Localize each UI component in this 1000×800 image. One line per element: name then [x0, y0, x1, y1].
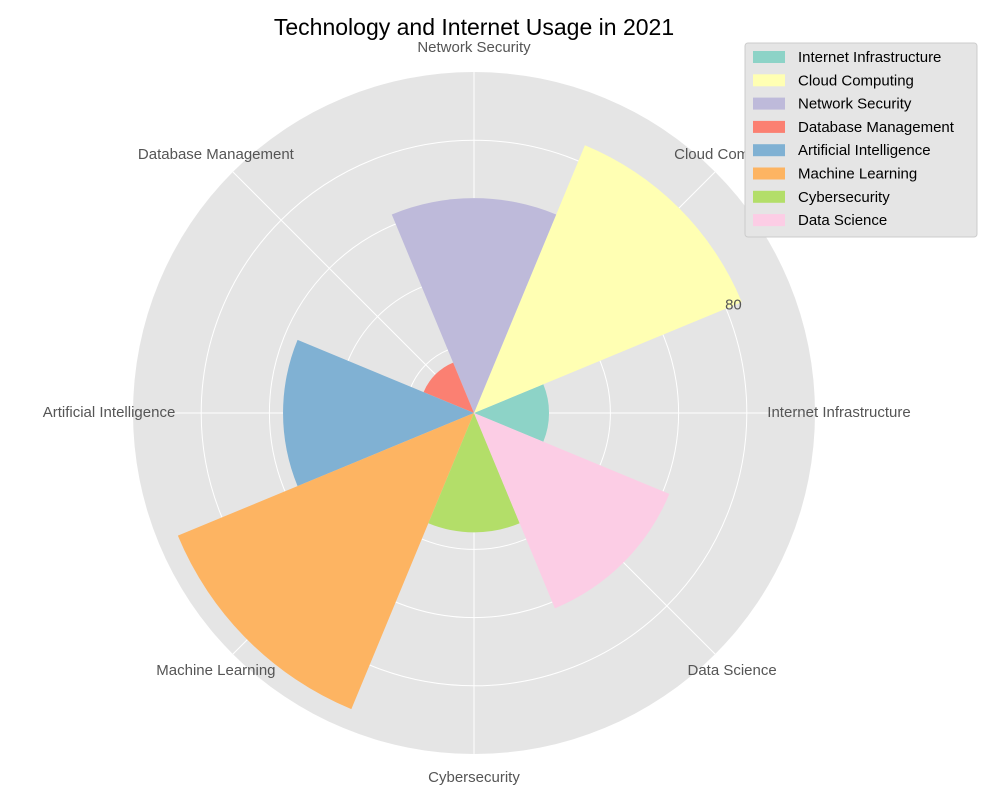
legend-label-network-security: Network Security [798, 96, 912, 113]
bar-cloud-computing [474, 145, 742, 414]
bar-series [177, 145, 742, 710]
legend-label-cybersecurity: Cybersecurity [798, 189, 890, 206]
chart-title: Technology and Internet Usage in 2021 [274, 14, 674, 40]
grid-spoke [232, 171, 475, 414]
radial-tick-labels: 80 [725, 297, 742, 314]
legend-swatch-internet-infrastructure [753, 51, 785, 63]
legend-label-cloud-computing: Cloud Computing [798, 72, 914, 89]
legend-label-machine-learning: Machine Learning [798, 165, 917, 182]
legend-label-internet-infrastructure: Internet Infrastructure [798, 49, 941, 66]
legend-frame [744, 42, 978, 238]
radial-tick-label: 80 [725, 297, 742, 314]
category-label-network-security: Network Security [417, 39, 531, 56]
category-label-artificial-intelligence: Artificial Intelligence [43, 404, 176, 421]
bar-machine-learning [177, 413, 474, 710]
legend-swatch-artificial-intelligence [753, 144, 785, 157]
category-label-data-science: Data Science [687, 662, 776, 679]
bar-internet-infrastructure [474, 384, 550, 442]
legend: Internet Infrastructure Cloud Computing Ne… [744, 42, 978, 238]
legend-label-database-management: Database Management [798, 119, 955, 136]
legend-label-data-science: Data Science [798, 212, 887, 229]
bar-database-management [423, 362, 474, 413]
bar-artificial-intelligence [283, 339, 474, 487]
category-label-internet-infrastructure: Internet Infrastructure [767, 404, 910, 421]
bar-cybersecurity [428, 413, 520, 533]
legend-swatch-database-management [753, 120, 785, 133]
category-label-cybersecurity: Cybersecurity [428, 769, 520, 786]
category-label-machine-learning: Machine Learning [156, 662, 275, 679]
legend-swatch-network-security [753, 97, 785, 110]
legend-swatch-cybersecurity [753, 190, 785, 203]
legend-swatch-data-science [753, 214, 785, 227]
bar-data-science [474, 413, 670, 609]
legend-swatch-cloud-computing [753, 74, 785, 87]
legend-label-artificial-intelligence: Artificial Intelligence [798, 142, 931, 159]
category-label-database-management: Database Management [138, 146, 295, 163]
legend-swatch-machine-learning [753, 167, 785, 180]
bar-network-security [391, 198, 557, 413]
